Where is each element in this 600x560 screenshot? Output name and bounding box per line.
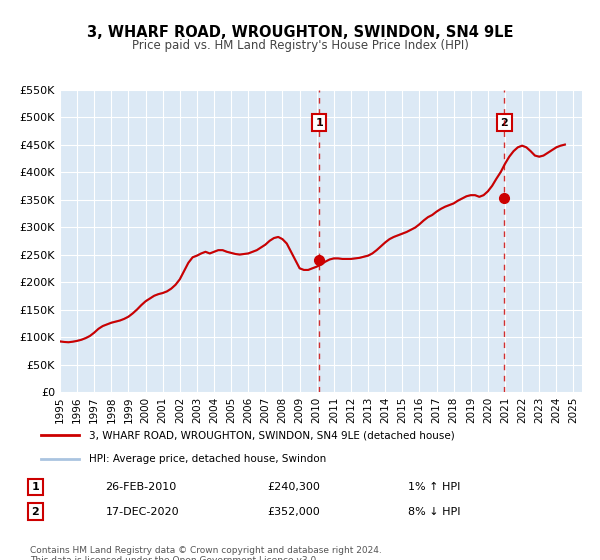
Text: 17-DEC-2020: 17-DEC-2020	[106, 507, 179, 517]
Text: 1: 1	[32, 482, 39, 492]
Text: £240,300: £240,300	[268, 482, 320, 492]
Text: 1: 1	[316, 118, 323, 128]
Text: 2: 2	[32, 507, 39, 517]
Text: 8% ↓ HPI: 8% ↓ HPI	[408, 507, 461, 517]
Text: 26-FEB-2010: 26-FEB-2010	[106, 482, 177, 492]
Text: Price paid vs. HM Land Registry's House Price Index (HPI): Price paid vs. HM Land Registry's House …	[131, 39, 469, 52]
Text: HPI: Average price, detached house, Swindon: HPI: Average price, detached house, Swin…	[89, 454, 326, 464]
Text: 1% ↑ HPI: 1% ↑ HPI	[408, 482, 460, 492]
Text: 2: 2	[500, 118, 508, 128]
Text: 3, WHARF ROAD, WROUGHTON, SWINDON, SN4 9LE (detached house): 3, WHARF ROAD, WROUGHTON, SWINDON, SN4 9…	[89, 431, 455, 440]
Text: Contains HM Land Registry data © Crown copyright and database right 2024.
This d: Contains HM Land Registry data © Crown c…	[30, 546, 382, 560]
Text: £352,000: £352,000	[268, 507, 320, 517]
Text: 3, WHARF ROAD, WROUGHTON, SWINDON, SN4 9LE: 3, WHARF ROAD, WROUGHTON, SWINDON, SN4 9…	[87, 25, 513, 40]
